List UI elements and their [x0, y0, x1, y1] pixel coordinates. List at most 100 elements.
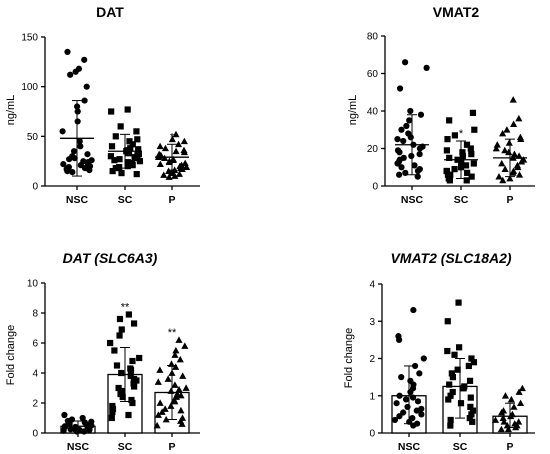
data-point: [67, 71, 74, 78]
panel-dat-protein: DAT ng/mL 0 50 100 150 NSC SC P *: [5, 4, 200, 206]
data-point: [116, 332, 123, 339]
plot-area: [41, 36, 200, 190]
data-point: [70, 148, 78, 155]
data-point: [81, 56, 88, 63]
data-point: [509, 96, 517, 103]
data-point: [178, 420, 186, 427]
x-category-label: SC: [454, 194, 469, 206]
data-point: [407, 107, 414, 115]
data-point: [414, 398, 422, 405]
data-point: [61, 411, 68, 419]
data-point: [444, 347, 451, 355]
data-point: [499, 176, 507, 184]
data-point: [517, 135, 525, 142]
data-point: [416, 151, 423, 158]
data-point: [109, 408, 116, 416]
y-tick-label: 0: [32, 182, 38, 193]
data-point: [445, 396, 452, 403]
data-point: [111, 347, 118, 354]
data-point: [176, 355, 184, 363]
data-point: [168, 135, 176, 143]
data-point: [134, 136, 141, 143]
data-point: [182, 163, 191, 170]
data-point: [167, 387, 175, 394]
data-point: [125, 311, 132, 318]
data-point: [444, 318, 451, 325]
plot-area: [381, 35, 535, 190]
data-point: [515, 388, 523, 395]
data-point: [109, 168, 116, 175]
data-point: [60, 427, 67, 434]
data-point: [506, 174, 514, 182]
y-tick-label: 0: [32, 429, 38, 440]
y-axis-label: Fold change: [343, 328, 355, 389]
data-point: [168, 169, 176, 176]
panel-title: DAT: [96, 4, 124, 20]
data-point: [129, 399, 136, 407]
data-point: [117, 123, 124, 130]
data-point: [129, 141, 136, 148]
data-point: [413, 407, 420, 414]
plot-area: [41, 282, 200, 437]
y-tick-label: 6: [32, 339, 38, 350]
data-point: [462, 162, 470, 169]
data-point: [466, 415, 473, 422]
data-point: [108, 108, 115, 115]
data-point: [505, 139, 513, 146]
y-tick-label: 20: [367, 144, 379, 155]
data-point: [112, 165, 119, 172]
x-category-label: SC: [453, 441, 468, 453]
data-point: [510, 403, 518, 410]
y-tick-label: 2: [369, 354, 375, 365]
data-point: [393, 400, 400, 407]
panel-title: VMAT2: [433, 4, 480, 20]
data-point: [66, 156, 73, 163]
y-tick-label: 80: [367, 32, 379, 43]
data-point: [173, 390, 181, 397]
data-point: [398, 164, 405, 171]
data-point: [497, 425, 505, 433]
data-point: [69, 168, 76, 176]
data-point: [107, 339, 114, 347]
y-tick-label: 100: [21, 82, 38, 93]
panel-dat-gene: DAT (SLC6A3) Fold change 0 2 4 6 8 10 NS…: [5, 250, 200, 453]
data-point: [124, 106, 131, 113]
data-point: [156, 160, 164, 167]
data-point: [512, 423, 520, 431]
data-point: [517, 399, 525, 407]
data-point: [408, 152, 415, 160]
data-point: [503, 421, 511, 429]
data-point: [396, 336, 403, 343]
data-point: [510, 120, 518, 127]
y-tick-label: 4: [369, 280, 375, 291]
data-point: [171, 172, 179, 179]
data-point: [467, 403, 474, 411]
data-point: [119, 393, 126, 401]
data-point: [160, 171, 168, 178]
x-category-labels: NSC SC P: [66, 194, 176, 206]
data-point: [449, 388, 456, 396]
data-point: [396, 149, 403, 156]
y-tick-label: 0: [369, 429, 375, 440]
data-point: [418, 411, 425, 418]
y-tick-label: 150: [21, 33, 38, 44]
data-point: [396, 413, 403, 420]
panel-title: DAT (SLC6A3): [63, 250, 158, 266]
data-point: [182, 384, 190, 391]
data-point: [406, 117, 413, 124]
data-point: [74, 118, 81, 125]
data-point: [468, 355, 475, 362]
data-point: [177, 406, 185, 414]
data-point: [129, 162, 136, 169]
data-point: [77, 143, 84, 150]
data-point: [509, 169, 517, 176]
data-point: [451, 132, 458, 139]
data-point: [175, 170, 183, 177]
data-point: [469, 109, 477, 116]
data-point: [113, 362, 121, 369]
data-point: [499, 414, 507, 421]
data-point: [171, 397, 179, 405]
significance-mark: **: [168, 327, 177, 339]
data-point: [501, 392, 510, 399]
